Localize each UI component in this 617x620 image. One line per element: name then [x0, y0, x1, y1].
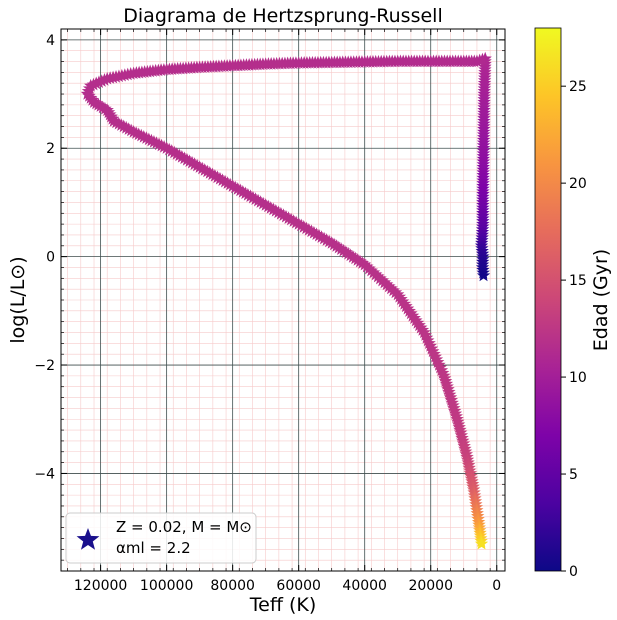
data-point-star [392, 289, 407, 303]
data-point-star [404, 306, 418, 320]
colorbar-tick-label: 5 [569, 467, 578, 483]
colorbar-tick-label: 15 [569, 273, 587, 289]
data-point-star [396, 294, 410, 308]
data-point-star [400, 301, 415, 315]
y-tick-label: −4 [34, 466, 55, 482]
data-point-star [364, 263, 378, 277]
data-point-star [360, 259, 374, 273]
colorbar [534, 27, 562, 572]
colorbar-tick-label: 10 [569, 370, 587, 386]
data-point-star [407, 311, 421, 324]
data-point-star [409, 313, 423, 327]
data-point-star [375, 273, 389, 287]
data-point-star [415, 323, 430, 336]
y-tick-label: 0 [46, 250, 55, 266]
data-points [80, 51, 492, 550]
x-axis-label: Teff (K) [249, 594, 316, 616]
data-point-star [386, 283, 400, 297]
data-point-star [377, 275, 392, 289]
data-point-star [405, 308, 420, 322]
colorbar-label: Edad (Gyr) [590, 249, 612, 351]
y-axis-label: log(L/L⊙) [7, 256, 29, 343]
data-point-star [410, 316, 425, 329]
colorbar-ticks: 0 5 10 15 20 25 [561, 79, 587, 580]
colorbar-tick-label: 20 [569, 176, 587, 192]
data-point-star [382, 279, 396, 293]
legend-line-2: αml = 2.2 [116, 539, 191, 557]
major-grid [61, 29, 505, 571]
x-tick-label: 120000 [74, 578, 127, 594]
data-point-star [397, 297, 411, 310]
y-tick-label: 4 [46, 33, 55, 49]
y-tick-label: −2 [34, 358, 55, 374]
data-point-star [474, 536, 489, 550]
data-point-star [414, 320, 428, 334]
data-point-star [80, 87, 95, 100]
chart-title: Diagrama de Hertzsprung-Russell [123, 5, 442, 27]
data-point-star [362, 261, 376, 275]
legend-box [65, 512, 257, 564]
x-tick-label: 100000 [140, 578, 193, 594]
x-tick-label: 0 [492, 578, 501, 594]
data-point-star [394, 292, 408, 305]
legend-star-icon [76, 528, 100, 550]
x-tick-label: 80000 [210, 578, 255, 594]
data-point-star [412, 318, 426, 332]
colorbar-tick-label: 25 [569, 79, 587, 95]
data-point-star [82, 89, 96, 102]
data-point-star [373, 271, 387, 285]
data-point-star [402, 304, 416, 317]
data-point-star [388, 285, 403, 299]
data-point-star [371, 269, 385, 283]
y-tick-label: 2 [46, 141, 55, 157]
data-point-star [369, 267, 383, 281]
data-point-star [384, 281, 398, 295]
colorbar-tick-label: 0 [569, 564, 578, 580]
data-point-star [358, 257, 372, 271]
x-tick-label: 60000 [276, 578, 321, 594]
data-point-star [380, 277, 394, 291]
data-point-star [366, 265, 381, 279]
axis-ticks: 120000 100000 80000 60000 40000 20000 0 4 2 0 −2 −4 [34, 29, 505, 594]
data-point-star [391, 287, 405, 301]
x-tick-label: 20000 [408, 578, 453, 594]
data-point-star [84, 91, 98, 104]
x-tick-label: 40000 [342, 578, 387, 594]
data-point-star [399, 299, 413, 313]
legend-line-1: Z = 0.02, M = M⊙ [116, 518, 252, 536]
legend: Z = 0.02, M = M⊙ αml = 2.2 [65, 512, 257, 564]
data-point-star [85, 93, 100, 106]
